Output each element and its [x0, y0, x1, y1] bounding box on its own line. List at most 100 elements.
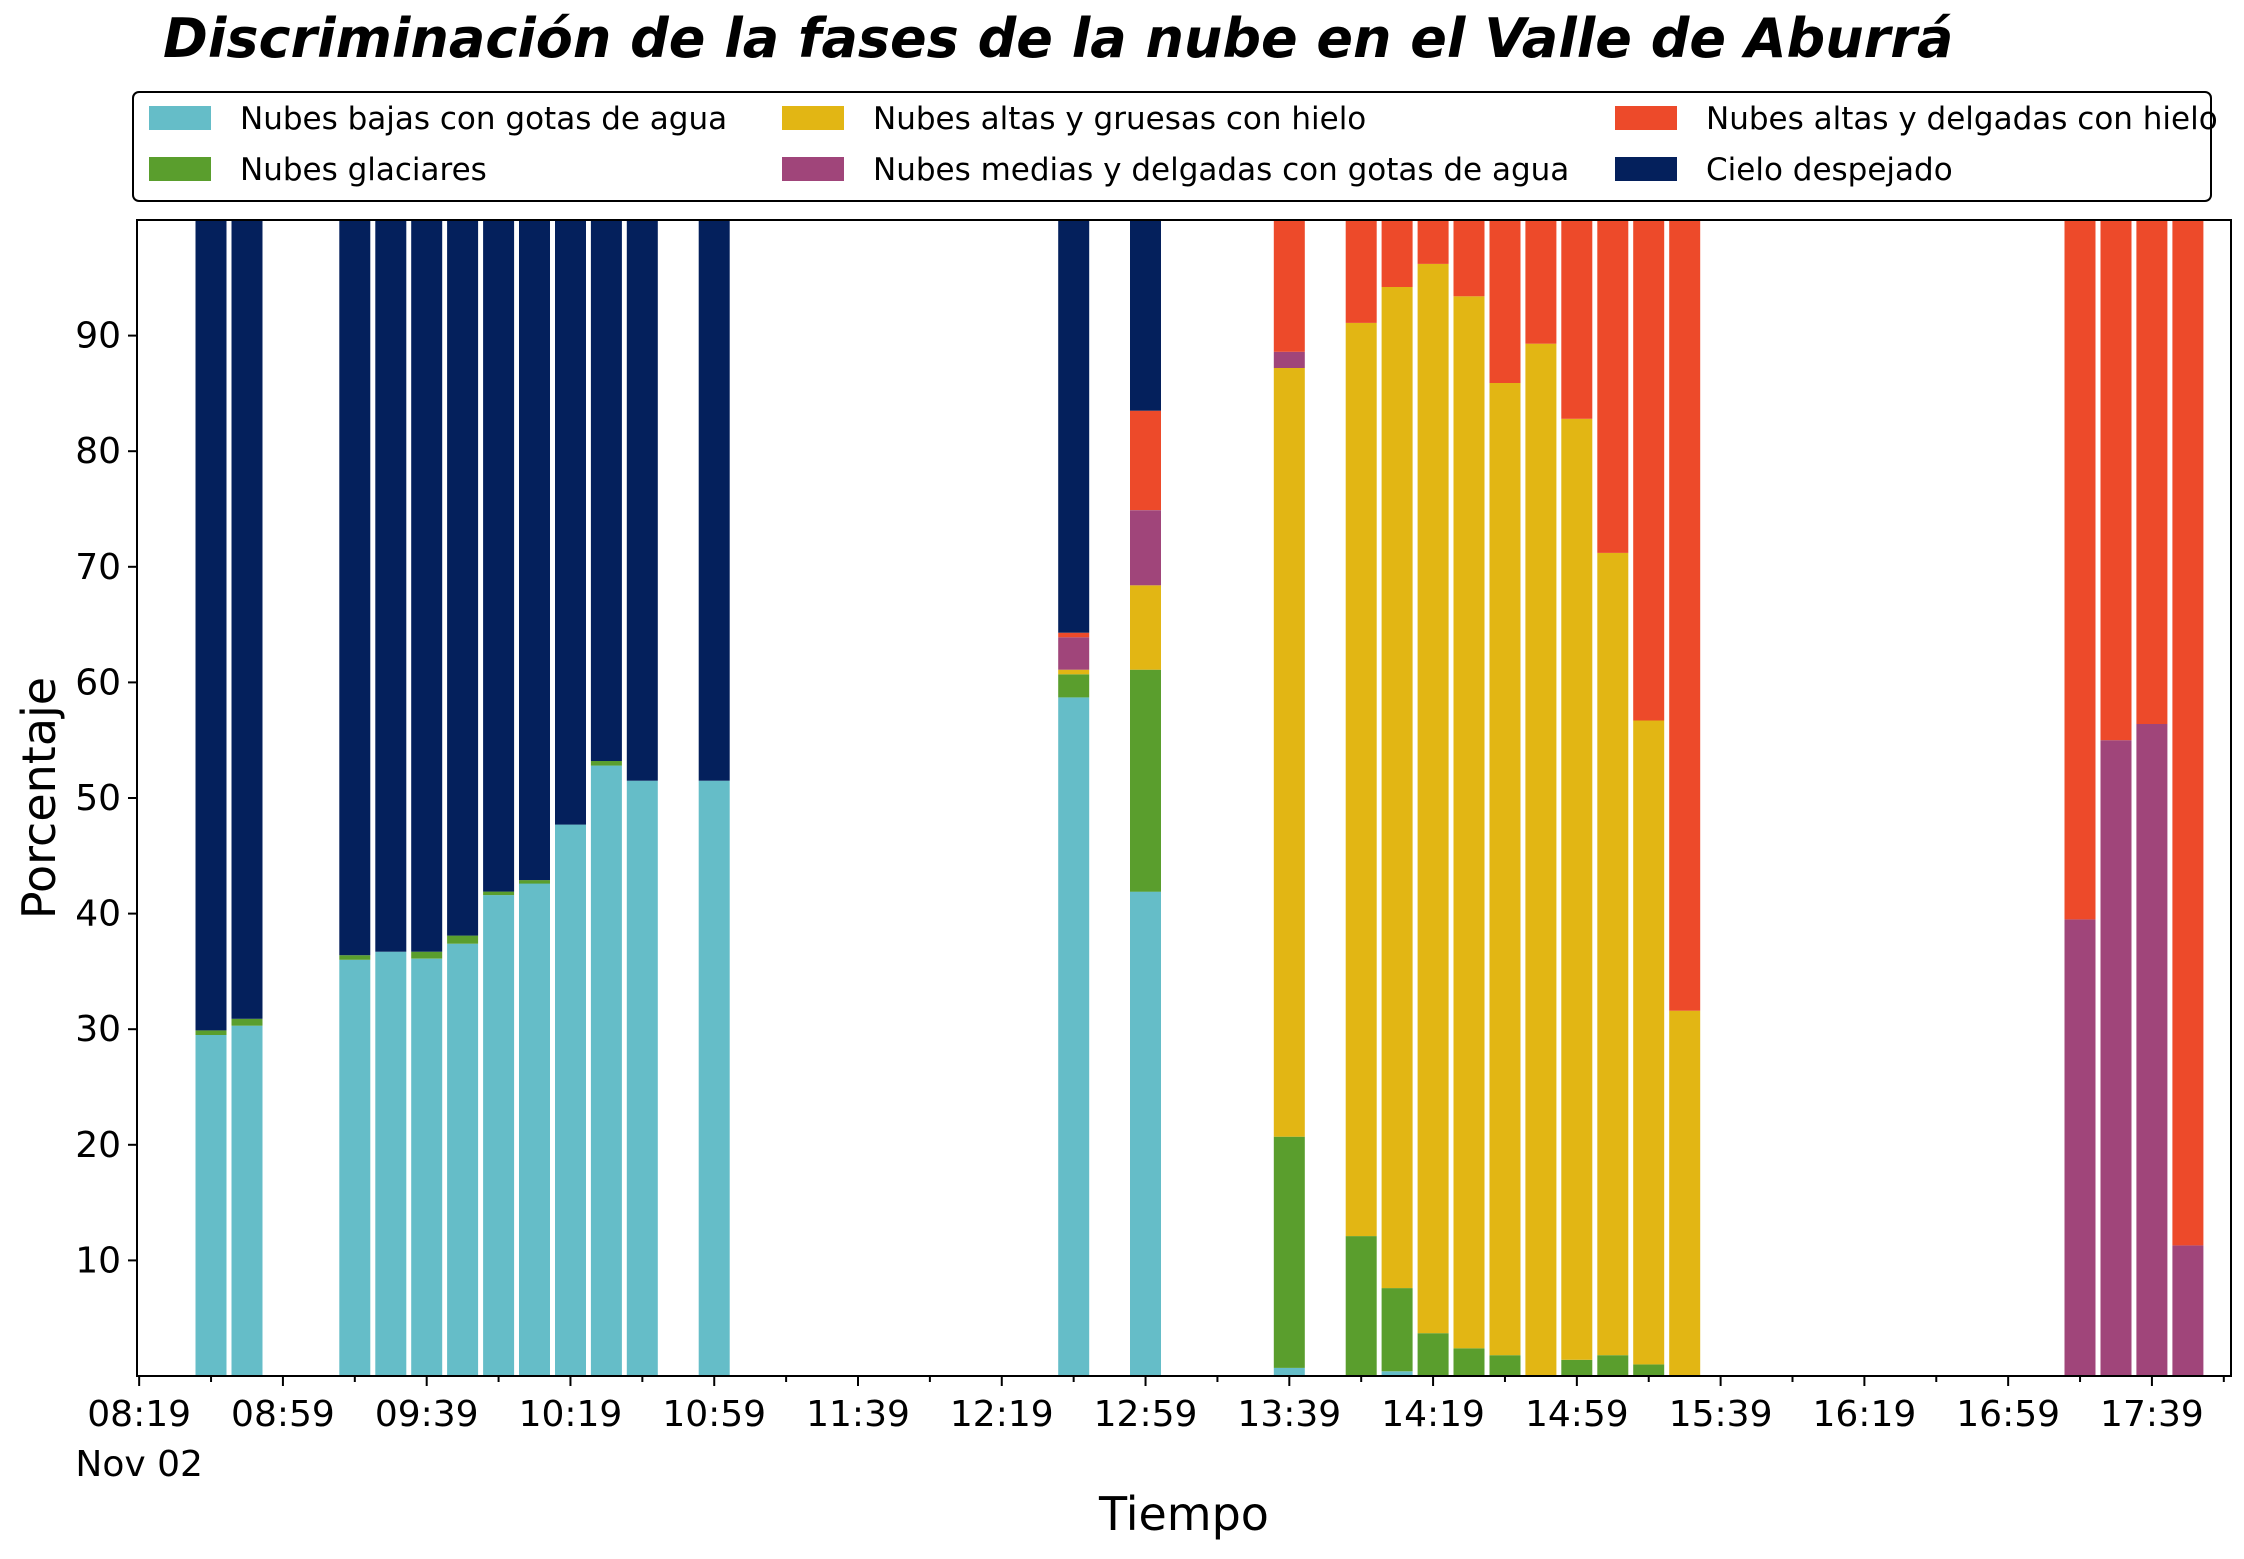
legend-label: Nubes glaciares: [240, 152, 487, 188]
bar-segment: [2064, 919, 2096, 1376]
legend-label: Nubes altas y gruesas con hielo: [873, 101, 1366, 137]
y-axis: 10 20 30 40 50 60 70 80 90: [75, 316, 137, 1281]
bar-segment: [1058, 220, 1090, 633]
y-tick-label: 40: [75, 894, 121, 935]
y-tick-label: 60: [75, 662, 121, 703]
bar-segment: [590, 765, 622, 1376]
bar-segment: [447, 220, 479, 936]
bar-segment: [339, 959, 371, 1376]
legend-label: Cielo despejado: [1706, 152, 1953, 188]
bar-segment: [1597, 1355, 1629, 1376]
x-tick-label: 08:19: [87, 1394, 191, 1435]
x-tick-label: 12:19: [950, 1394, 1054, 1435]
bar-segment: [483, 891, 515, 896]
bar-segment: [1453, 296, 1485, 1349]
bar-segment: [1273, 351, 1305, 368]
bar-segment: [231, 1018, 263, 1026]
bar-segment: [2100, 220, 2132, 741]
x-axis: 08:19 Nov 02 08:59 09:39 10:19 10:59 11:39 12:1…: [75, 1376, 2225, 1485]
bar-segment: [1381, 287, 1413, 1289]
bar-segment: [1417, 1333, 1449, 1376]
bar-segment: [447, 935, 479, 944]
bar-segment: [195, 220, 227, 1031]
bar-segment: [1597, 552, 1629, 1356]
bar-segment: [1381, 1288, 1413, 1372]
bar-segment: [1058, 674, 1090, 698]
legend-swatch: [1615, 157, 1677, 181]
bar-segment: [1381, 220, 1413, 287]
bar-segment: [2172, 220, 2204, 1246]
bar-segment: [1130, 220, 1161, 411]
bar-segment: [1669, 1010, 1701, 1376]
bar-segment: [1058, 697, 1090, 1376]
bar-segment: [1273, 1136, 1305, 1368]
bar-segment: [1453, 1348, 1485, 1376]
bar-segment: [339, 955, 371, 960]
bar-segment: [195, 1035, 227, 1376]
bar-segment: [555, 824, 586, 1376]
bar-segment: [1489, 220, 1521, 383]
bar-segment: [1130, 891, 1161, 1376]
legend-swatch: [149, 106, 211, 130]
bar-segment: [1345, 322, 1377, 1237]
x-tick-sublabel: Nov 02: [75, 1444, 203, 1485]
bar-segment: [698, 220, 730, 781]
y-tick-label: 10: [75, 1240, 121, 1281]
x-tick-label: 11:39: [806, 1394, 910, 1435]
y-axis-label: Porcentaje: [12, 677, 66, 919]
bar-segment: [2100, 740, 2132, 1376]
bar-segment: [1058, 637, 1090, 670]
legend-frame: [132, 91, 2212, 202]
legend-label: Nubes bajas con gotas de agua: [240, 101, 727, 137]
bar-segment: [590, 220, 622, 761]
bar-segment: [411, 951, 443, 959]
legend-swatch: [149, 157, 211, 181]
bar-segment: [375, 951, 407, 1376]
y-tick-label: 50: [75, 778, 121, 819]
bar-segment: [590, 761, 622, 766]
bar-segment: [1273, 368, 1305, 1137]
x-tick-label: 14:59: [1525, 1394, 1629, 1435]
x-tick-label: 09:39: [375, 1394, 479, 1435]
y-tick-label: 80: [75, 431, 121, 472]
bar-segment: [519, 883, 550, 1376]
x-axis-label: Tiempo: [1098, 1487, 1269, 1541]
bar-segment: [1669, 220, 1701, 1011]
legend-label: Nubes altas y delgadas con hielo: [1706, 101, 2218, 137]
legend-swatch: [782, 106, 844, 130]
bar-segment: [519, 880, 550, 884]
bar-segment: [411, 958, 443, 1376]
x-tick-label: 10:19: [519, 1394, 623, 1435]
x-tick-label: 13:39: [1237, 1394, 1341, 1435]
bar-segment: [231, 220, 263, 1019]
x-tick-label: 10:59: [662, 1394, 766, 1435]
bar-segment: [375, 220, 407, 952]
bar-segment: [626, 220, 658, 781]
bar-segment: [1130, 410, 1161, 511]
x-tick-label: 08:59: [231, 1394, 335, 1435]
bar-segment: [1633, 1364, 1665, 1376]
y-tick-label: 90: [75, 316, 121, 357]
bar-segment: [1273, 1367, 1305, 1376]
bar-segment: [626, 780, 658, 1376]
bar-segment: [1525, 343, 1557, 1377]
x-tick-label: 15:39: [1669, 1394, 1773, 1435]
bar-segment: [483, 895, 515, 1376]
bar-segment: [1381, 1371, 1413, 1376]
bar-segment: [2136, 220, 2168, 724]
x-tick-label: 14:19: [1381, 1394, 1485, 1435]
bar-segment: [2172, 1245, 2204, 1376]
bar-segment: [1453, 220, 1485, 297]
x-tick-label: 16:59: [1956, 1394, 2060, 1435]
bar-segment: [1633, 220, 1665, 721]
bar-segment: [1525, 220, 1557, 344]
bar-segment: [339, 220, 371, 956]
bar-segment: [1130, 669, 1161, 892]
y-tick-label: 20: [75, 1125, 121, 1166]
chart-title: Discriminación de la fases de la nube en…: [163, 7, 1953, 70]
bar-segment: [519, 220, 550, 881]
bar-segment: [483, 220, 515, 892]
bar-segment: [1130, 585, 1161, 670]
bar-segment: [1561, 418, 1593, 1360]
